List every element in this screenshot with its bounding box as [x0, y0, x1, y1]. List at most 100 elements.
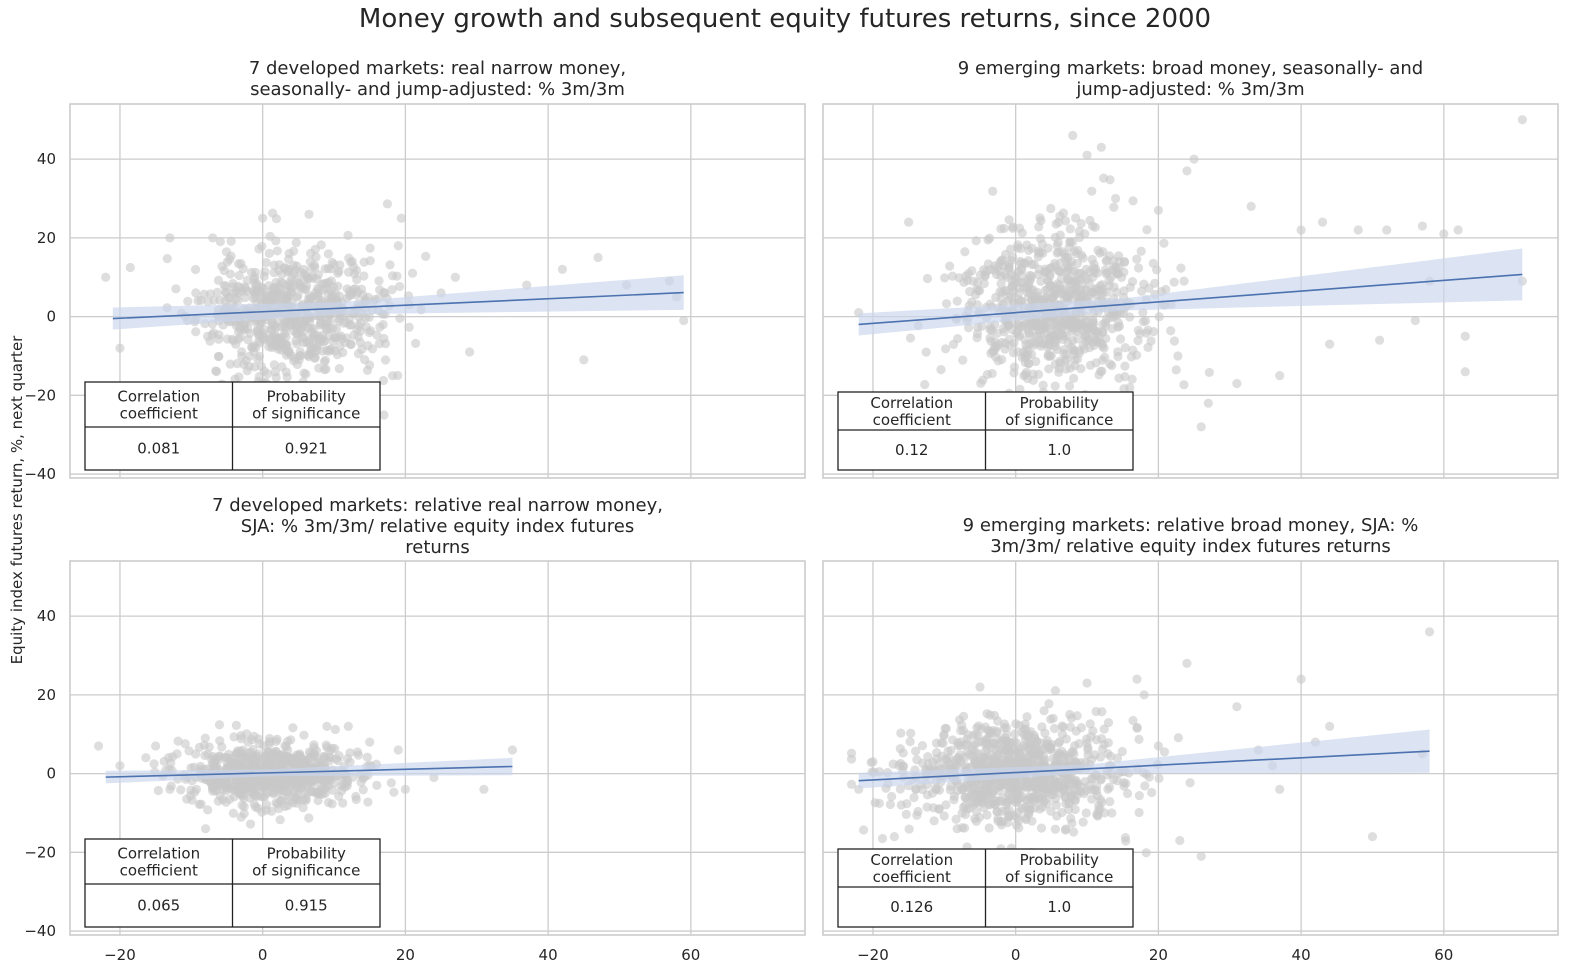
data-point: [945, 261, 955, 271]
data-point: [350, 284, 360, 294]
data-point: [284, 254, 294, 264]
data-point: [310, 262, 320, 272]
data-point: [1453, 225, 1463, 235]
data-point: [1232, 378, 1242, 389]
data-point: [247, 735, 257, 745]
data-point: [1078, 817, 1088, 827]
data-point: [1098, 327, 1108, 337]
data-point: [93, 741, 104, 751]
data-point: [365, 737, 375, 747]
data-point: [1134, 790, 1144, 801]
data-point: [351, 794, 361, 805]
data-point: [1134, 734, 1144, 744]
data-point: [911, 746, 921, 756]
data-point: [963, 268, 974, 279]
data-point: [885, 799, 895, 810]
data-point: [1021, 802, 1031, 812]
data-point: [1140, 316, 1151, 326]
data-point: [988, 798, 998, 808]
panel-title-line: 7 developed markets: real narrow money,: [248, 58, 627, 79]
data-point: [171, 284, 181, 294]
data-point: [1055, 267, 1065, 277]
data-point: [226, 236, 236, 246]
data-point: [1103, 738, 1113, 748]
y-tick-label: 0: [46, 308, 56, 326]
data-point: [931, 784, 941, 794]
data-point: [1002, 744, 1013, 754]
panel-title-line: jump-adjusted: % 3m/3m: [1076, 79, 1305, 100]
data-point: [260, 267, 270, 277]
data-point: [1022, 712, 1032, 722]
data-point: [1424, 627, 1435, 637]
data-point: [328, 290, 338, 300]
data-point: [1090, 326, 1100, 336]
data-point: [1410, 315, 1420, 326]
data-point: [232, 358, 242, 369]
data-point: [393, 745, 403, 755]
panel-title: 9 emerging markets: relative broad money…: [823, 515, 1558, 557]
data-point: [988, 186, 998, 196]
plot-area: [93, 720, 518, 834]
data-point: [1246, 201, 1256, 211]
data-point: [288, 246, 299, 256]
data-point: [1058, 722, 1068, 732]
data-point: [1042, 799, 1052, 809]
data-point: [1026, 349, 1037, 359]
data-point: [917, 740, 928, 751]
data-point: [356, 318, 366, 328]
data-point: [1022, 779, 1033, 790]
data-point: [1099, 724, 1109, 734]
data-point: [1062, 266, 1072, 276]
data-point: [286, 735, 296, 745]
data-point: [281, 367, 291, 377]
data-point: [382, 199, 392, 209]
data-point: [245, 819, 256, 829]
data-point: [1317, 217, 1328, 227]
y-tick-label: 40: [37, 150, 56, 168]
stats-table: Correlation coefficient Probability of sign…: [84, 838, 381, 928]
data-point: [1054, 752, 1064, 762]
data-point: [1046, 744, 1056, 754]
data-point: [301, 281, 312, 291]
data-point: [996, 817, 1006, 827]
data-point: [396, 213, 406, 223]
data-point: [921, 347, 931, 357]
data-point: [1232, 702, 1242, 712]
data-point: [1353, 225, 1363, 235]
data-point: [1010, 271, 1020, 281]
data-point: [1017, 265, 1027, 275]
data-point: [1083, 745, 1093, 755]
data-point: [1016, 295, 1026, 306]
data-point: [242, 366, 252, 376]
data-point: [1007, 280, 1017, 291]
data-point: [1101, 313, 1112, 324]
data-point: [1030, 783, 1040, 794]
data-point: [940, 723, 950, 734]
data-point: [333, 268, 343, 278]
data-point: [249, 799, 259, 809]
data-point: [125, 262, 135, 273]
data-point: [1082, 678, 1092, 688]
data-point: [1166, 326, 1176, 336]
data-point: [951, 814, 961, 824]
panel-title: 7 developed markets: real narrow money, s…: [70, 58, 805, 100]
data-point: [1296, 225, 1306, 235]
data-point: [962, 734, 972, 744]
data-point: [983, 235, 993, 245]
data-point: [953, 738, 963, 748]
data-point: [1076, 786, 1086, 797]
data-point: [372, 780, 382, 791]
data-point: [901, 809, 911, 819]
data-point: [342, 754, 353, 764]
data-point: [1067, 818, 1077, 828]
stats-table-value: 0.081: [137, 440, 180, 458]
data-point: [1014, 720, 1024, 730]
data-point: [115, 761, 125, 771]
data-point: [1096, 774, 1106, 784]
data-point: [392, 271, 402, 281]
data-point: [262, 800, 272, 810]
data-point: [1179, 276, 1189, 286]
data-point: [1067, 335, 1078, 346]
stats-table-header-line: Correlation: [117, 845, 200, 863]
data-point: [221, 797, 231, 807]
